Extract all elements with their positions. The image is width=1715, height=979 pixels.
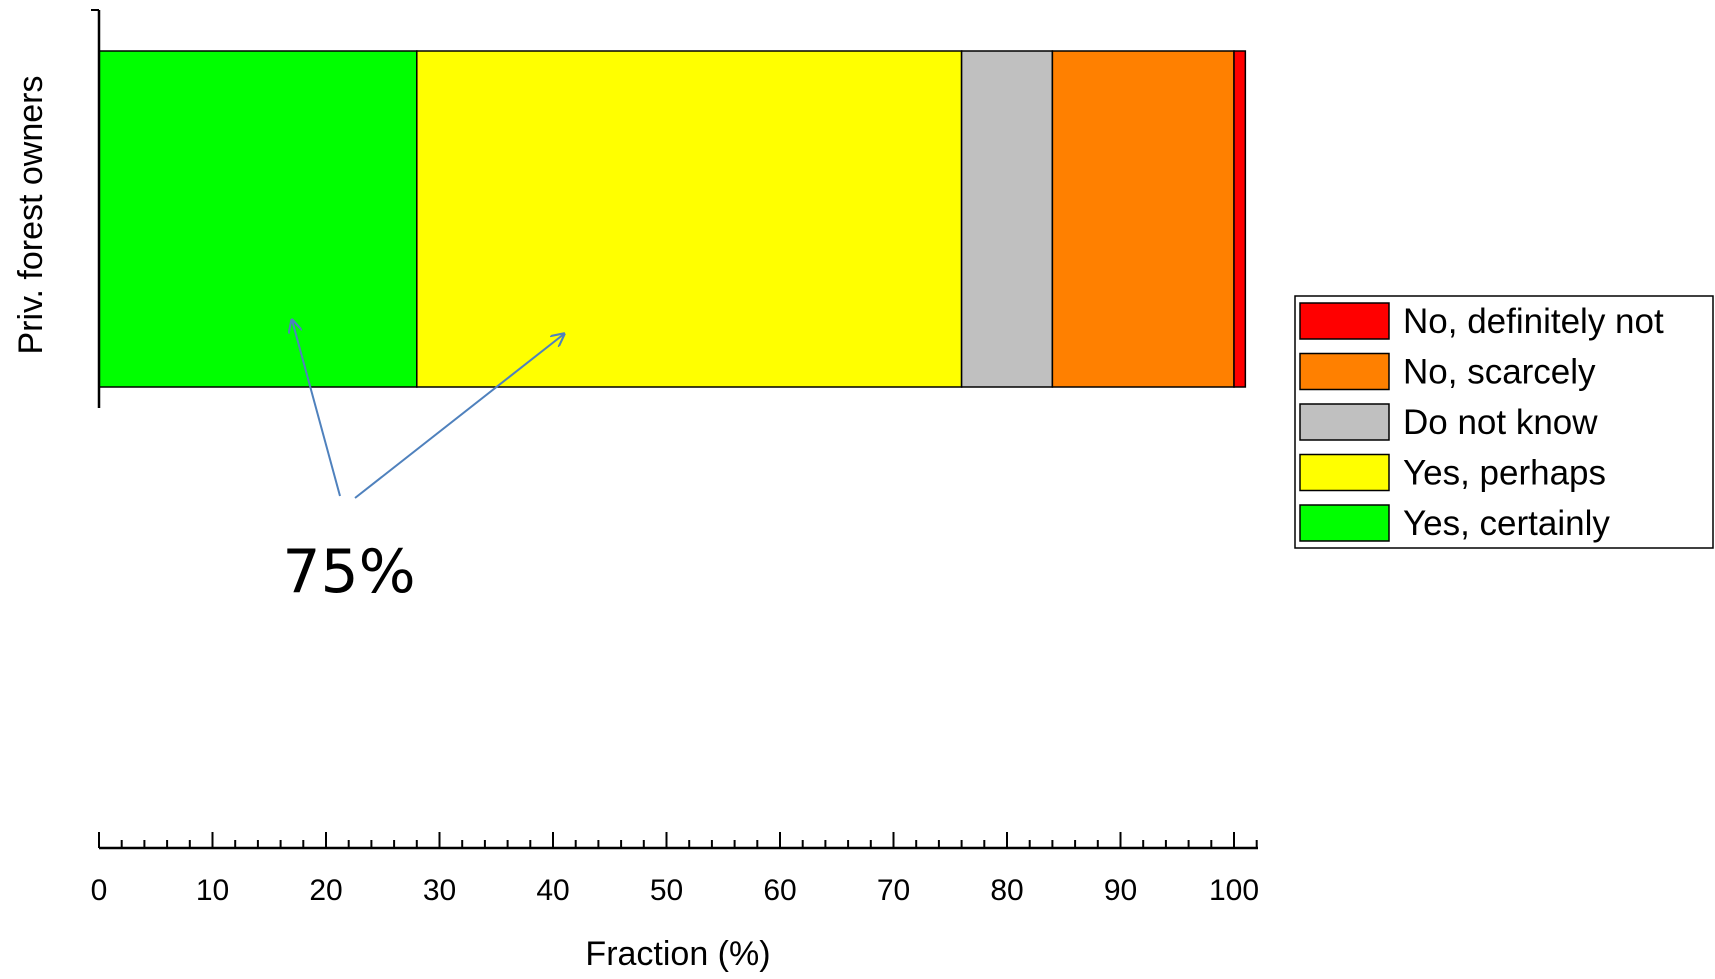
annotation-text: 75% <box>282 537 415 607</box>
annotation-arrow-certainly <box>292 320 341 497</box>
annotation-arrow-perhaps <box>354 334 564 499</box>
legend-swatch-no-scarcely <box>1299 352 1390 391</box>
legend: No, definitely not No, scarcely Do not kno… <box>1294 295 1714 549</box>
annotation: 75% <box>282 320 564 607</box>
legend-label-no-definitely-not: No, definitely not <box>1403 302 1664 341</box>
legend-swatch-yes-certainly <box>1299 504 1390 542</box>
bar-segment-yes-perhaps <box>416 50 963 388</box>
x-tick-label: 80 <box>990 874 1023 907</box>
x-tick-label: 100 <box>1209 874 1259 907</box>
bar-segment-no-scarcely <box>1051 50 1235 388</box>
legend-label-do-not-know: Do not know <box>1403 403 1598 442</box>
x-axis-ticks: 0 10 20 30 40 50 60 70 80 90 100 <box>91 832 1259 907</box>
legend-label-yes-perhaps: Yes, perhaps <box>1403 454 1606 493</box>
x-tick-label: 20 <box>309 874 342 907</box>
x-tick-label: 0 <box>91 874 108 907</box>
legend-label-no-scarcely: No, scarcely <box>1403 353 1596 392</box>
legend-label-yes-certainly: Yes, certainly <box>1403 504 1610 543</box>
y-axis-label: Priv. forest owners <box>12 75 50 354</box>
x-tick-label: 70 <box>877 874 910 907</box>
bar-segment-no-definitely-not <box>1233 50 1247 388</box>
bar-segment-do-not-know <box>960 50 1054 388</box>
x-tick-label: 30 <box>423 874 456 907</box>
legend-swatch-yes-perhaps <box>1299 453 1390 492</box>
x-tick-label: 60 <box>763 874 796 907</box>
x-tick-label: 50 <box>650 874 683 907</box>
x-tick-label: 40 <box>536 874 569 907</box>
x-axis-label: Fraction (%) <box>585 935 770 973</box>
legend-swatch-do-not-know <box>1299 403 1390 441</box>
bars-group <box>98 50 1247 388</box>
x-tick-label: 10 <box>196 874 229 907</box>
x-tick-label: 90 <box>1104 874 1137 907</box>
bar-segment-yes-certainly <box>98 50 418 388</box>
legend-swatch-no-definitely-not <box>1299 302 1390 340</box>
